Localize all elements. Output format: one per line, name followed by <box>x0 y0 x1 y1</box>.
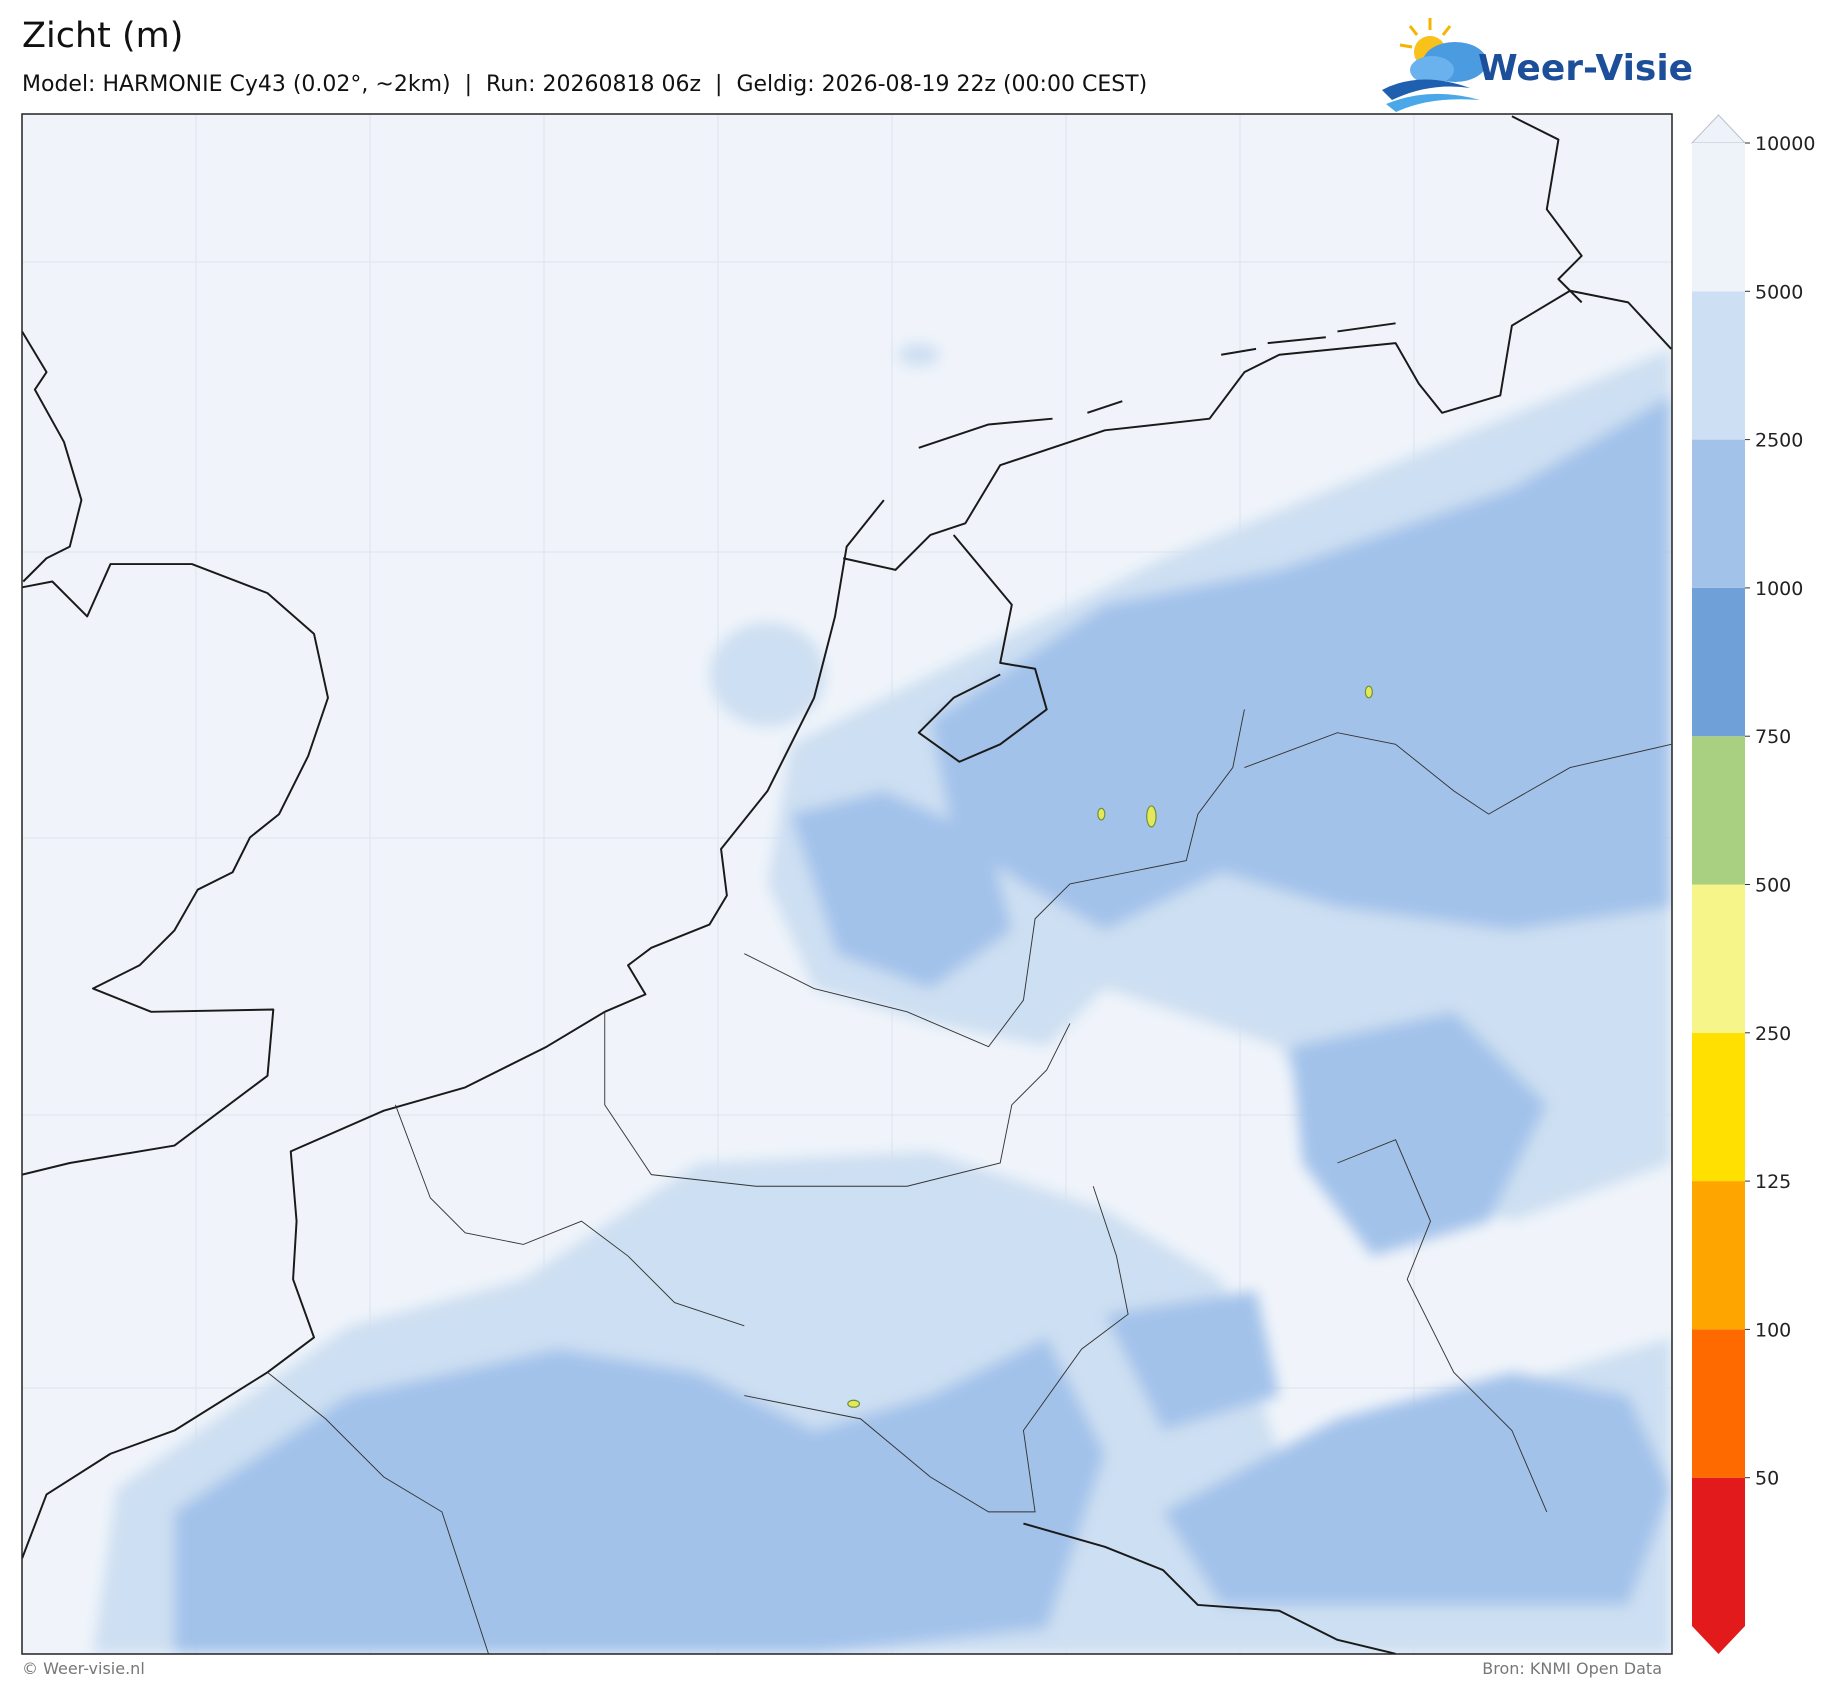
colorbar-band <box>1692 291 1745 440</box>
colorbar-band <box>1692 143 1745 292</box>
colorbar-band <box>1692 1181 1745 1330</box>
colorbar: 50 100 125 250 500 750 1000 2500 5000 10000 <box>1690 114 1815 1654</box>
colorbar-band <box>1692 439 1745 588</box>
title: Zicht (m) <box>22 16 183 56</box>
colorbar-band <box>1692 1329 1745 1478</box>
colorbar-tick-label: 50 <box>1755 1468 1779 1490</box>
colorbar-tick-label: 750 <box>1755 726 1791 748</box>
colorbar-band <box>1692 736 1745 885</box>
colorbar-tick-label: 5000 <box>1755 281 1803 303</box>
colorbar-tick-label: 100 <box>1755 1319 1791 1341</box>
colorbar-tick-label: 2500 <box>1755 430 1803 452</box>
colorbar-extend-low <box>1692 1626 1745 1654</box>
logo: Weer-Visie <box>1382 18 1693 112</box>
colorbar-band <box>1692 1032 1745 1182</box>
footer-right: Bron: KNMI Open Data <box>1482 1659 1662 1678</box>
map <box>22 114 1672 1654</box>
colorbar-tick-label: 125 <box>1755 1171 1791 1193</box>
colorbar-extend-high <box>1690 114 1747 144</box>
colorbar-band <box>1692 587 1745 737</box>
footer-left: © Weer-visie.nl <box>22 1659 145 1678</box>
logo-text: Weer-Visie <box>1478 48 1693 89</box>
map-frame <box>21 113 1673 1655</box>
colorbar-band <box>1692 1477 1745 1626</box>
colorbar-tick-label: 1000 <box>1755 578 1803 600</box>
colorbar-band <box>1692 884 1745 1033</box>
subtitle: Model: HARMONIE Cy43 (0.02°, ~2km) | Run… <box>22 72 1147 97</box>
colorbar-tick-label: 10000 <box>1755 133 1815 155</box>
colorbar-tick-label: 500 <box>1755 875 1791 897</box>
colorbar-tick-label: 250 <box>1755 1023 1791 1045</box>
